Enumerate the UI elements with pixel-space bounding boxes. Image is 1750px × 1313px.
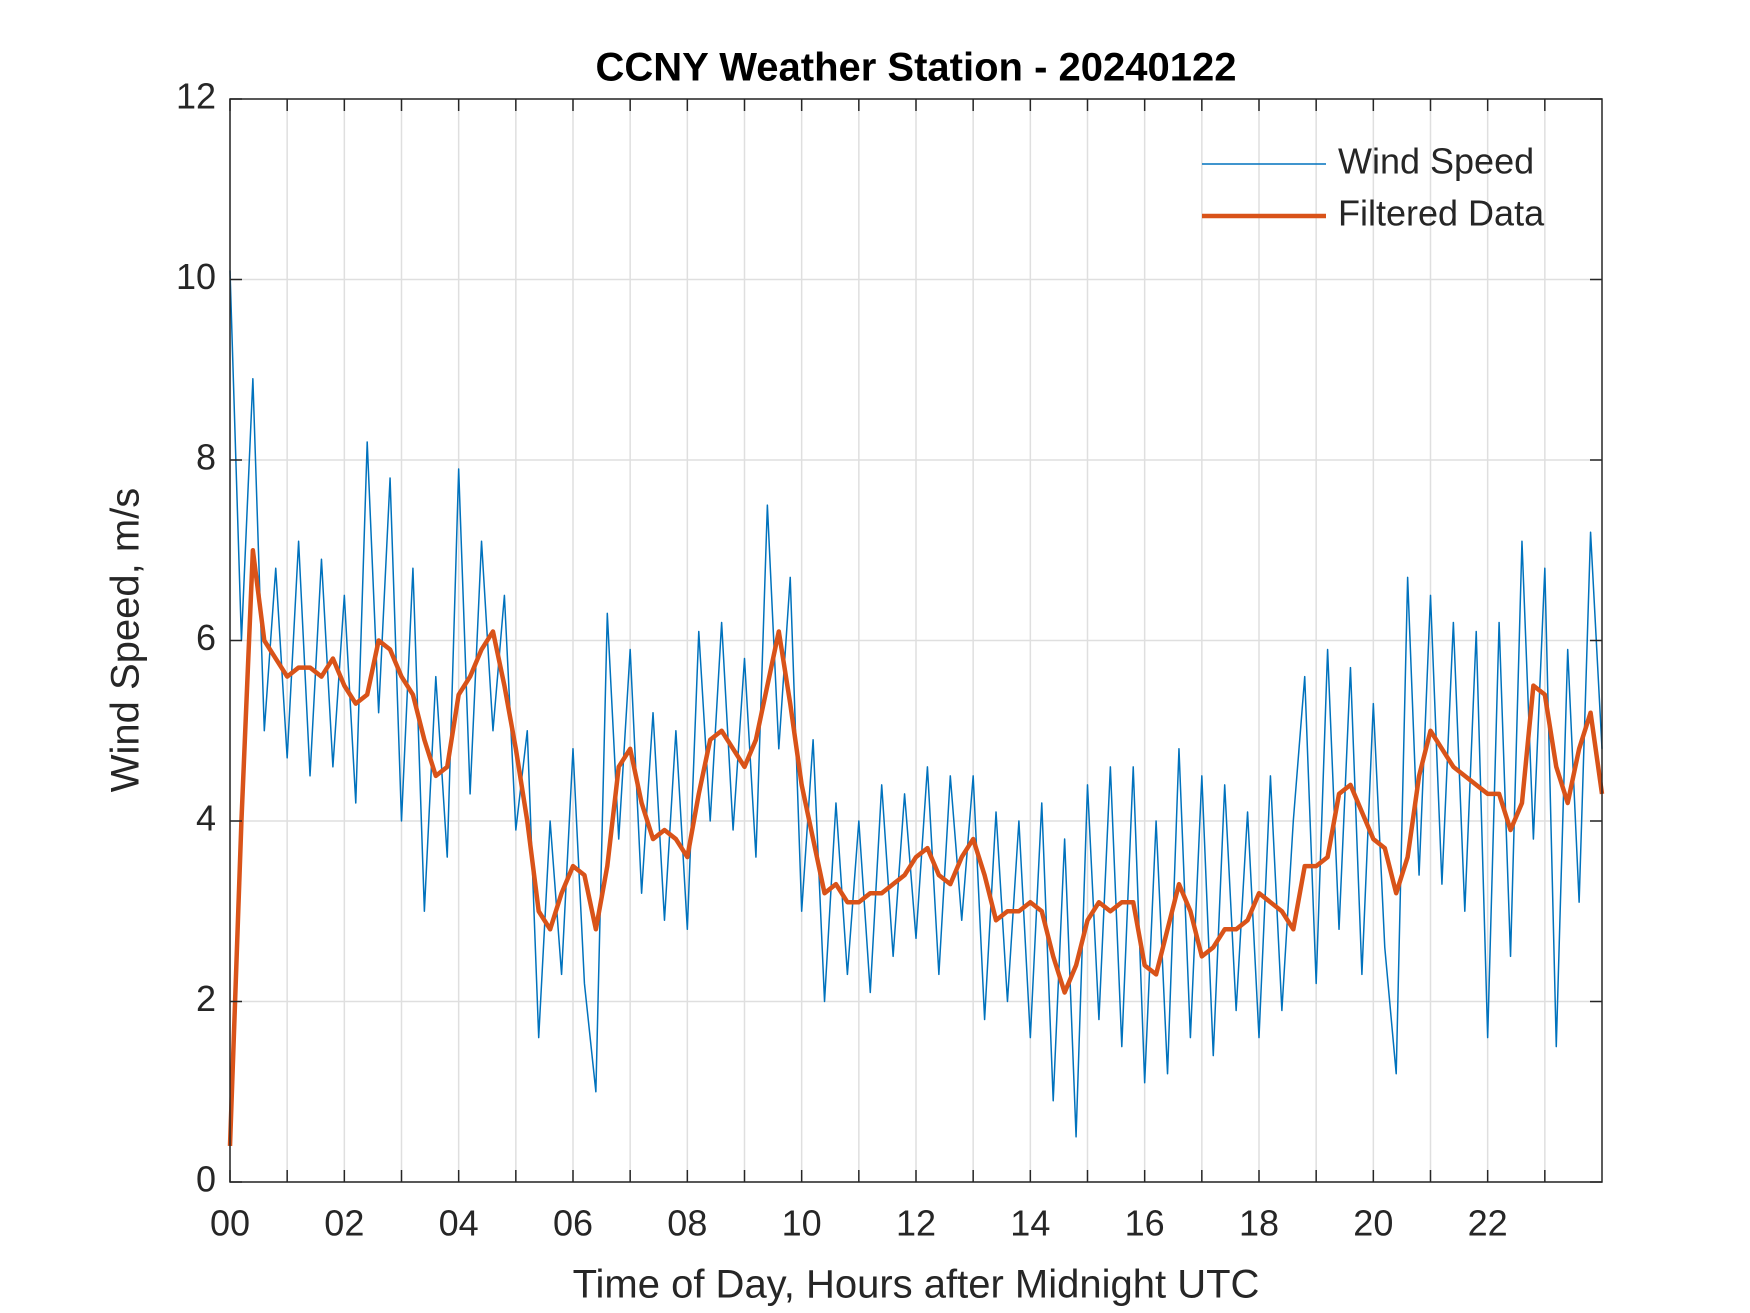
x-tick-label: 12 <box>896 1203 936 1244</box>
x-tick-label: 08 <box>667 1203 707 1244</box>
y-tick-label: 0 <box>196 1159 216 1200</box>
x-tick-label: 02 <box>324 1203 364 1244</box>
grid <box>229 98 1602 1183</box>
x-tick-label: 00 <box>210 1203 250 1244</box>
series-line <box>229 270 1603 1138</box>
x-tick-label: 10 <box>782 1203 822 1244</box>
legend: Wind Speed Filtered Data <box>1202 141 1545 234</box>
x-axis-label: Time of Day, Hours after Midnight UTC <box>573 1263 1260 1307</box>
y-axis-label: Wind Speed, m/s <box>104 488 148 793</box>
y-tick-label: 12 <box>176 76 216 117</box>
x-tick-label: 22 <box>1468 1203 1508 1244</box>
legend-label: Wind Speed <box>1338 141 1534 182</box>
y-tick-label: 10 <box>176 256 216 297</box>
chart-title: CCNY Weather Station - 20240122 <box>596 46 1237 90</box>
legend-label: Filtered Data <box>1338 193 1545 234</box>
x-tick-label: 16 <box>1125 1203 1165 1244</box>
x-tick-label: 20 <box>1353 1203 1393 1244</box>
y-tick-label: 4 <box>196 798 216 839</box>
x-tick-label: 14 <box>1010 1203 1050 1244</box>
y-tick-label: 2 <box>196 978 216 1019</box>
plot-area <box>227 270 1605 1146</box>
y-tick-label: 6 <box>196 617 216 658</box>
x-tick-label: 04 <box>439 1203 479 1244</box>
x-tick-label: 18 <box>1239 1203 1279 1244</box>
y-tick-label: 8 <box>196 437 216 478</box>
series-line <box>227 548 1605 1146</box>
x-tick-label: 06 <box>553 1203 593 1244</box>
